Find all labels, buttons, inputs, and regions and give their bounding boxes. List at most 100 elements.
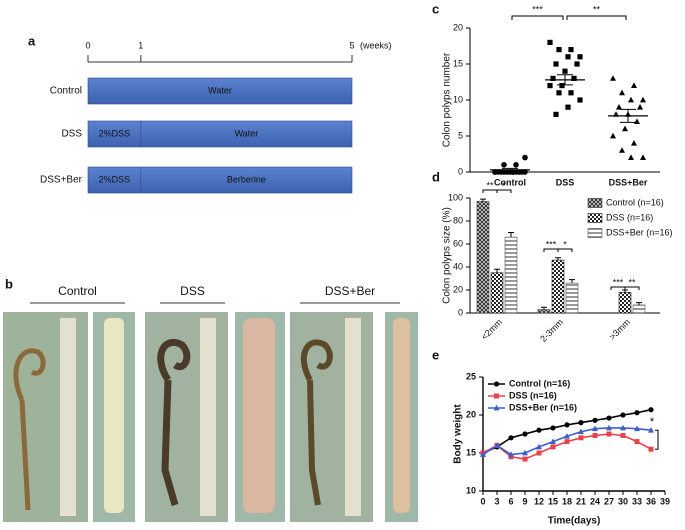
point <box>628 96 634 103</box>
x-tick-label: DSS+Ber <box>609 177 648 187</box>
significance-bracket <box>496 189 512 193</box>
panel-label: d <box>432 169 440 184</box>
significance-label: *** <box>546 239 557 249</box>
y-tick-label: 15 <box>466 447 476 457</box>
point <box>508 451 514 457</box>
point <box>577 97 583 103</box>
significance-label: *** <box>613 277 624 287</box>
point <box>510 169 516 175</box>
legend-swatch <box>587 213 603 223</box>
point <box>565 54 571 60</box>
x-tick-label: 12 <box>534 496 544 506</box>
point <box>592 433 598 439</box>
x-axis-label: Time(days) <box>548 516 601 527</box>
bar <box>476 201 490 314</box>
treatment-label: 2%DSS <box>99 128 131 138</box>
point <box>616 104 622 110</box>
panel-label: b <box>5 276 13 291</box>
x-tick-label: 39 <box>660 496 670 506</box>
point <box>556 90 562 96</box>
x-tick-label: 18 <box>562 496 572 506</box>
ruler <box>345 318 361 516</box>
point <box>622 125 628 132</box>
point <box>508 435 514 441</box>
group-label: DSS+Ber <box>325 284 375 298</box>
treatment-label: Berberine <box>227 174 266 184</box>
point <box>577 54 583 60</box>
legend-marker <box>493 381 500 387</box>
legend-swatch <box>587 228 603 238</box>
treatment-bar <box>87 166 142 194</box>
point <box>634 118 640 124</box>
y-tick-label: 25 <box>466 371 476 381</box>
colon <box>104 318 124 513</box>
row-label: DSS <box>61 129 82 140</box>
colon <box>13 348 46 511</box>
timeline-label: 5 <box>349 40 354 50</box>
significance-label: ** <box>628 277 636 287</box>
y-tick-label: 0 <box>458 166 463 176</box>
point <box>606 431 612 437</box>
point <box>513 162 519 168</box>
x-tick-label: 0 <box>480 496 485 506</box>
point <box>522 431 528 437</box>
point <box>634 425 640 432</box>
point <box>547 83 553 89</box>
point <box>556 47 562 53</box>
timeline-unit: (weeks) <box>360 40 392 50</box>
point <box>536 443 542 450</box>
error-bar <box>541 306 547 310</box>
point <box>578 435 584 441</box>
x-tick-label: <2mm <box>479 317 504 342</box>
point <box>536 427 542 433</box>
error-bar <box>569 279 575 284</box>
y-tick-label: 20 <box>453 284 463 294</box>
y-axis-label: Colon polyps size (%) <box>442 207 453 304</box>
point <box>553 111 559 117</box>
error-bar <box>494 268 500 273</box>
x-tick-label: DSS <box>556 177 575 187</box>
y-tick-label: 0 <box>458 307 463 317</box>
point <box>592 417 598 423</box>
treatment-bar <box>140 166 353 194</box>
panel-label: c <box>432 1 439 16</box>
row-label: Control <box>50 86 82 97</box>
point <box>564 433 570 439</box>
point <box>606 415 612 421</box>
significance-label: * <box>650 416 655 428</box>
x-tick-label: 33 <box>632 496 642 506</box>
treatment-bar <box>87 77 353 105</box>
point <box>559 83 565 89</box>
error-bar <box>508 232 514 238</box>
significance-label: * <box>502 180 506 190</box>
point <box>571 75 577 81</box>
x-tick-label: 6 <box>508 496 513 506</box>
error-bar <box>620 108 636 123</box>
point <box>640 154 646 160</box>
point <box>634 439 640 445</box>
significance-bracket <box>511 15 564 20</box>
x-tick-label: >3mm <box>607 317 632 342</box>
series-line <box>482 408 652 454</box>
photo-panel <box>3 312 418 522</box>
point <box>634 410 640 416</box>
point <box>522 154 528 161</box>
point <box>640 96 646 103</box>
ruler <box>200 318 216 516</box>
y-tick-label: 80 <box>453 215 463 225</box>
point <box>620 412 626 418</box>
point <box>568 47 574 53</box>
significance-label: *** <box>532 4 543 14</box>
point <box>610 75 616 81</box>
x-tick-label: 27 <box>604 496 614 506</box>
significance-bracket <box>543 248 559 252</box>
colon <box>393 318 410 513</box>
y-axis-label: Colon polyps number <box>442 52 453 147</box>
y-axis-label: Body weight <box>453 404 464 464</box>
bar <box>632 304 646 314</box>
bar <box>537 309 551 314</box>
colon <box>243 318 275 513</box>
point <box>578 420 584 426</box>
point <box>504 169 510 175</box>
